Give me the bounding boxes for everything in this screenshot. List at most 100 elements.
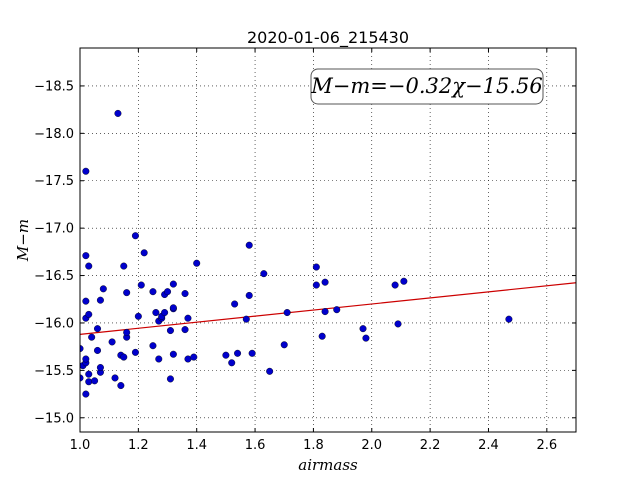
data-point <box>394 320 402 328</box>
data-point <box>260 270 268 278</box>
data-point <box>82 355 90 363</box>
data-point <box>318 332 326 340</box>
data-point <box>123 328 131 336</box>
data-point <box>312 263 320 271</box>
data-point <box>131 348 139 356</box>
data-point <box>400 277 408 285</box>
data-point <box>85 378 93 386</box>
data-point <box>245 241 253 249</box>
chart-title: 2020-01-06_215430 <box>247 28 409 48</box>
x-tick-label: 2.6 <box>536 438 557 453</box>
data-point <box>184 314 192 322</box>
data-point <box>82 167 90 175</box>
data-point <box>181 290 189 298</box>
data-point <box>94 325 102 333</box>
data-point <box>134 312 142 320</box>
data-point <box>193 259 201 267</box>
axis-tick-labels: 1.0 1.2 1.4 1.6 1.8 2.0 2.2 2.4 2.6 −15.0 −15.5 −16… <box>34 79 557 453</box>
data-point <box>362 334 370 342</box>
data-point <box>312 281 320 289</box>
data-point <box>242 315 250 323</box>
data-point <box>234 349 242 357</box>
data-point <box>82 390 90 398</box>
x-tick-label: 2.0 <box>361 438 382 453</box>
fit-line-layer <box>80 282 576 335</box>
data-point <box>131 232 139 240</box>
data-point <box>166 375 174 383</box>
x-tick-label: 1.2 <box>128 438 149 453</box>
data-point <box>359 325 367 333</box>
data-point <box>91 377 99 385</box>
fit-equation-box-frame <box>310 68 544 105</box>
data-point <box>94 346 102 354</box>
x-tick-label: 1.4 <box>186 438 207 453</box>
data-point <box>149 342 157 350</box>
data-point <box>222 351 230 359</box>
data-point <box>155 355 163 363</box>
data-point <box>111 374 119 382</box>
data-point <box>80 374 84 382</box>
data-point <box>283 309 291 317</box>
y-tick-label: −18.0 <box>34 127 74 142</box>
data-point <box>184 355 192 363</box>
data-point <box>152 309 160 317</box>
data-point <box>245 291 253 299</box>
fit-line <box>80 282 576 335</box>
data-point <box>333 306 341 314</box>
data-point <box>80 345 84 353</box>
data-point <box>120 353 128 361</box>
data-point <box>82 252 90 260</box>
x-tick-label: 1.6 <box>245 438 266 453</box>
data-point <box>321 308 329 316</box>
scatter-points <box>80 109 513 398</box>
data-point <box>321 278 329 286</box>
y-tick-label: −16.5 <box>34 269 74 284</box>
data-point <box>117 382 125 390</box>
data-point <box>114 109 122 117</box>
y-tick-label: −18.5 <box>34 79 74 94</box>
data-point <box>96 364 104 372</box>
fit-equation-label: M−m=−0.32χ−15.56 <box>310 74 542 98</box>
data-point <box>123 289 131 297</box>
data-point <box>505 315 513 323</box>
data-point <box>99 285 107 293</box>
plot-frame <box>79 47 577 433</box>
data-point <box>166 327 174 335</box>
data-point <box>149 288 157 296</box>
data-point <box>137 281 145 289</box>
data-point <box>266 367 274 375</box>
data-point <box>190 353 198 361</box>
data-point <box>280 341 288 349</box>
data-point <box>161 309 169 317</box>
data-point <box>228 359 236 367</box>
x-tick-label: 1.0 <box>70 438 91 453</box>
data-point <box>85 262 93 270</box>
x-axis-label: airmass <box>298 456 358 474</box>
grid-lines <box>79 48 576 432</box>
data-point <box>85 310 93 318</box>
y-tick-label: −15.5 <box>34 364 74 379</box>
data-point <box>120 262 128 270</box>
data-point <box>108 338 116 346</box>
x-tick-label: 2.2 <box>420 438 441 453</box>
x-tick-label: 1.8 <box>303 438 324 453</box>
fit-equation-box: M−m=−0.32χ−15.56 <box>310 68 544 105</box>
data-point <box>181 326 189 334</box>
data-point <box>231 300 239 308</box>
data-point <box>169 350 177 358</box>
data-point <box>140 249 148 257</box>
data-point <box>96 296 104 304</box>
y-tick-label: −17.5 <box>34 174 74 189</box>
data-point <box>164 288 172 296</box>
x-tick-label: 2.4 <box>478 438 499 453</box>
data-point <box>85 370 93 378</box>
data-point <box>82 297 90 305</box>
data-point <box>169 280 177 288</box>
data-point <box>88 333 96 341</box>
y-axis-label: M−m <box>14 219 32 262</box>
data-point <box>169 304 177 312</box>
data-point <box>391 281 399 289</box>
y-tick-label: −15.0 <box>34 411 74 426</box>
y-tick-label: −16.0 <box>34 316 74 331</box>
